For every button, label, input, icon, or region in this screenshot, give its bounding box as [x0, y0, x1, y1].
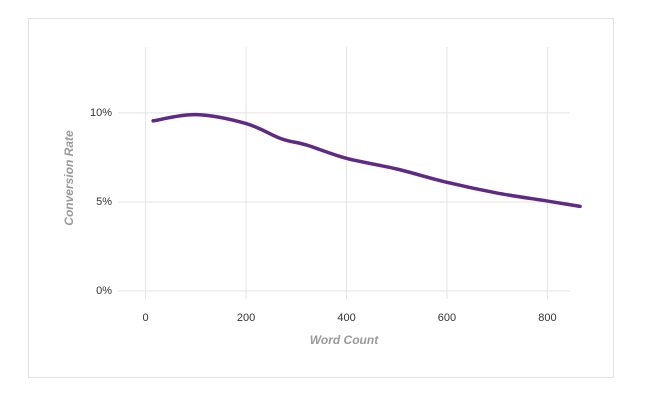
x-tick-label: 200 [237, 312, 255, 324]
x-tick-label: 600 [438, 312, 456, 324]
line [151, 112, 582, 209]
x-axis-title: Word Count [310, 333, 379, 347]
chart-frame [28, 18, 614, 378]
y-tick-label: 5% [96, 196, 112, 208]
x-tick-label: 400 [337, 312, 355, 324]
x-tick-label: 800 [538, 312, 556, 324]
y-tick-label: 0% [96, 285, 112, 297]
y-axis-title: Conversion Rate [62, 130, 76, 226]
y-tick-label: 10% [90, 107, 112, 119]
x-tick-label: 0 [143, 312, 149, 324]
